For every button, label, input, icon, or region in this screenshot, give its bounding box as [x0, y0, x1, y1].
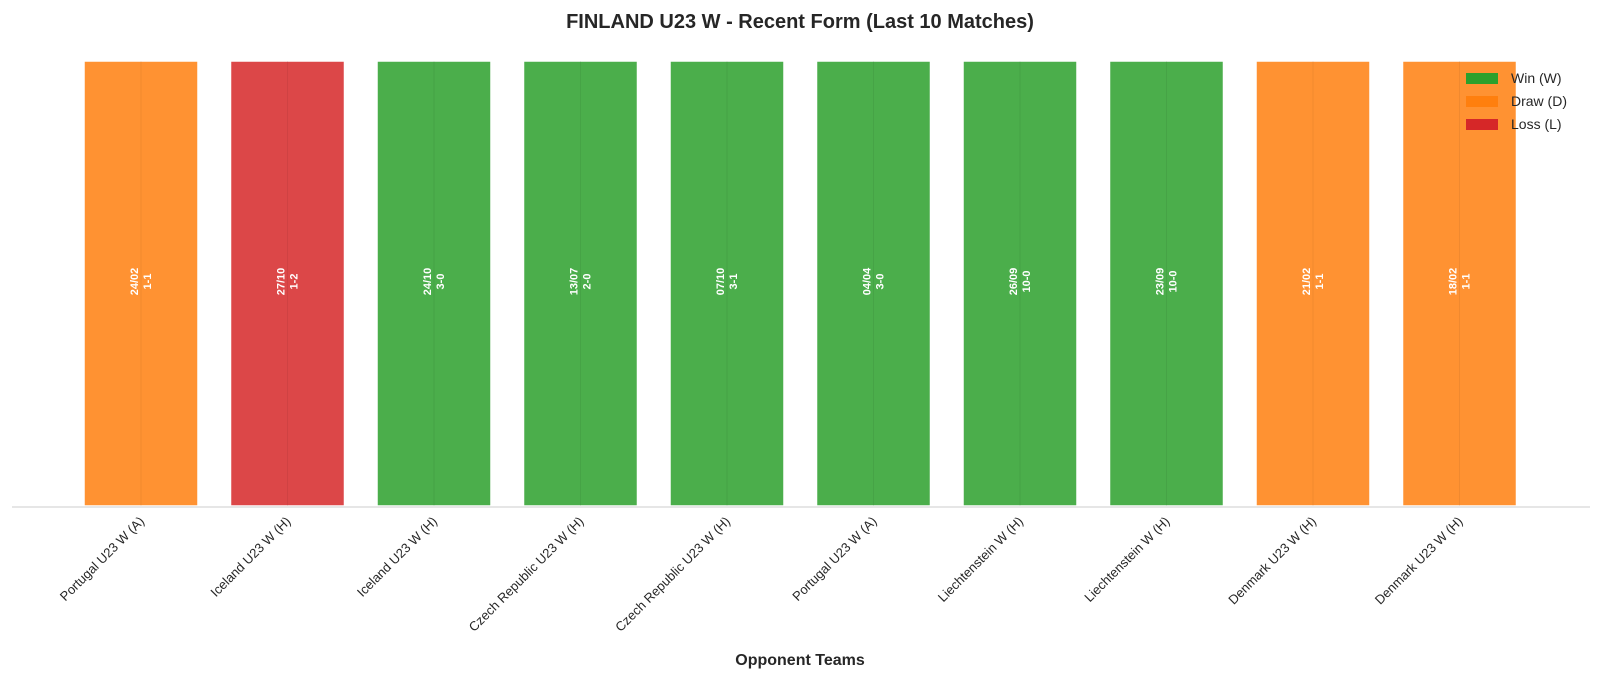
legend-label: Draw (D) — [1511, 93, 1567, 109]
bar-date-label: 27/10 — [276, 268, 288, 296]
bar-data-label: 27/101-2 — [276, 268, 301, 296]
bar-data-label: 18/021-1 — [1448, 268, 1473, 296]
bar-data-label: 04/043-0 — [862, 267, 887, 295]
bar-score-label: 1-1 — [142, 274, 154, 290]
bar-date-label: 04/04 — [862, 267, 874, 295]
bar-5 — [669, 60, 785, 507]
bar-group-8: 23/0910-0 — [1108, 60, 1225, 507]
legend: Win (W) Draw (D) Loss (L) — [1466, 70, 1567, 132]
bar-date-label: 21/02 — [1301, 268, 1313, 296]
legend-swatch-w — [1466, 73, 1498, 84]
bar-group-3: 24/103-0 — [376, 60, 492, 507]
bar-score-label: 3-0 — [875, 274, 887, 290]
x-tick-label: Portugal U23 W (A) — [57, 514, 147, 604]
bar-score-label: 10-0 — [1168, 270, 1180, 292]
x-tick-label: Czech Republic U23 W (H) — [612, 514, 733, 635]
legend-swatch-d — [1466, 96, 1498, 107]
x-tick-label: Liechtenstein W (H) — [1081, 514, 1172, 605]
bar-data-label: 26/0910-0 — [1008, 268, 1033, 296]
x-tick-labels: Portugal U23 W (A) Iceland U23 W (H) Icela… — [57, 514, 1466, 635]
bar-9 — [1255, 60, 1371, 507]
bar-group-2: 27/101-2 — [229, 60, 346, 507]
x-tick-label: Liechtenstein W (H) — [935, 514, 1026, 605]
x-tick-label: Czech Republic U23 W (H) — [466, 514, 587, 635]
x-tick-label: Portugal U23 W (A) — [789, 514, 879, 604]
legend-swatch-l — [1466, 119, 1498, 130]
bar-8 — [1108, 60, 1225, 507]
bar-date-label: 23/09 — [1155, 268, 1167, 296]
x-tick-label: Iceland U23 W (H) — [354, 514, 440, 600]
bar-7 — [962, 60, 1078, 507]
bar-10 — [1401, 60, 1518, 507]
bar-date-label: 24/10 — [422, 268, 434, 296]
chart-title: FINLAND U23 W - Recent Form (Last 10 Mat… — [566, 11, 1034, 33]
bar-group-6: 04/043-0 — [815, 60, 932, 507]
bar-date-label: 13/07 — [569, 268, 581, 296]
bar-1 — [83, 60, 199, 507]
bar-group-1: 24/021-1 — [83, 60, 199, 507]
legend-label: Loss (L) — [1511, 116, 1562, 132]
bar-6 — [815, 60, 932, 507]
bar-date-label: 26/09 — [1008, 268, 1020, 296]
bar-date-label: 18/02 — [1448, 268, 1460, 296]
bar-group-10: 18/021-1 — [1401, 60, 1518, 507]
bar-group-4: 13/072-0 — [522, 60, 639, 507]
bar-data-label: 07/103-1 — [715, 268, 740, 296]
bar-3 — [376, 60, 492, 507]
bar-4 — [522, 60, 639, 507]
bar-date-label: 07/10 — [715, 268, 727, 296]
x-tick-label: Iceland U23 W (H) — [207, 514, 293, 600]
x-axis-label: Opponent Teams — [735, 652, 865, 669]
bar-data-label: 24/103-0 — [422, 268, 447, 296]
x-tick-label: Denmark U23 W (H) — [1372, 514, 1466, 608]
bars-group: 24/021-1 27/101-2 24/103-0 13/072-0 07/103-1… — [83, 60, 1518, 507]
bar-score-label: 10-0 — [1021, 270, 1033, 292]
bar-score-label: 3-0 — [435, 274, 447, 290]
bar-score-label: 3-1 — [728, 274, 740, 290]
bar-score-label: 1-2 — [289, 274, 301, 290]
bar-score-label: 1-1 — [1461, 274, 1473, 290]
bar-score-label: 1-1 — [1314, 274, 1326, 290]
bar-date-label: 24/02 — [129, 268, 141, 296]
bar-group-7: 26/0910-0 — [962, 60, 1078, 507]
legend-label: Win (W) — [1511, 70, 1562, 86]
bar-score-label: 2-0 — [582, 274, 594, 290]
bar-data-label: 13/072-0 — [569, 268, 594, 296]
bar-data-label: 24/021-1 — [129, 268, 154, 296]
bar-data-label: 21/021-1 — [1301, 268, 1326, 296]
bar-group-5: 07/103-1 — [669, 60, 785, 507]
bar-data-label: 23/0910-0 — [1155, 268, 1180, 296]
bar-group-9: 21/021-1 — [1255, 60, 1371, 507]
bar-2 — [229, 60, 346, 507]
x-tick-label: Denmark U23 W (H) — [1225, 514, 1319, 608]
